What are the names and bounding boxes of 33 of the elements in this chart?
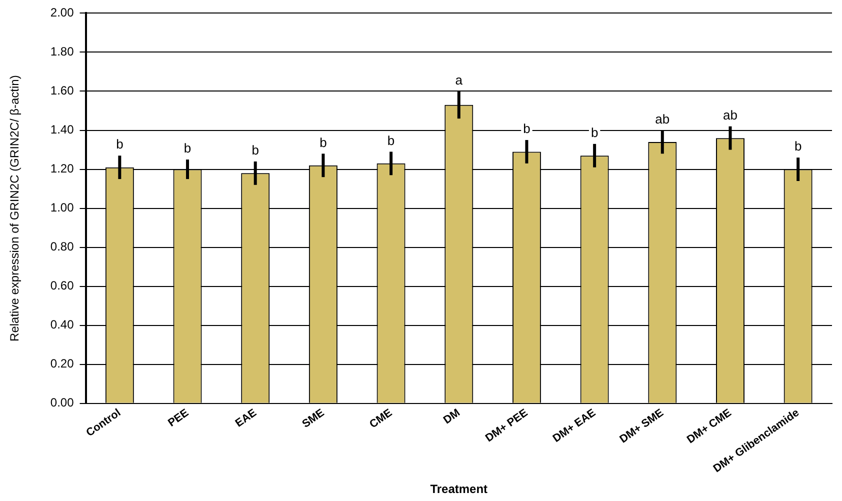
x-tick-label: DM+ EAE — [550, 406, 598, 445]
annotation: ab — [723, 107, 738, 122]
x-tick-label: CME — [368, 406, 394, 431]
x-tick-label: PEE — [166, 406, 191, 430]
y-tick-label: 1.40 — [50, 122, 74, 137]
y-tick-label: 1.60 — [50, 84, 74, 98]
annotation: b — [387, 132, 395, 148]
x-tick-label: DM — [441, 406, 462, 427]
x-axis-title: Treatment — [430, 482, 488, 496]
y-axis-title: Relative expression of GRIN2C (GRIN2C/ β-actin) — [8, 75, 22, 342]
annotation: b — [794, 138, 802, 154]
x-tick-label: EAE — [233, 406, 259, 430]
x-tick-label: DM+ CME — [685, 406, 734, 446]
y-tick-label: 1.80 — [50, 44, 74, 59]
x-tick-label: DM+ SME — [618, 406, 666, 446]
y-tick-label: 0.40 — [50, 318, 74, 332]
x-tick-label: SME — [300, 406, 327, 430]
y-tick-label: 0.60 — [50, 278, 74, 293]
annotation: b — [523, 121, 530, 136]
y-tick-label: 1.20 — [50, 162, 74, 176]
y-tick-label: 0.80 — [50, 240, 74, 254]
annotation: a — [455, 72, 464, 88]
y-tick-label: 0.00 — [50, 396, 74, 410]
x-tick-label: DM+ PEE — [483, 406, 530, 445]
annotation: b — [252, 142, 259, 158]
y-tick-label: 2.00 — [50, 6, 74, 20]
y-tick-label: 0.20 — [50, 356, 74, 371]
annotation: b — [320, 134, 327, 150]
y-tick-label: 1.00 — [50, 200, 74, 215]
annotation: b — [184, 140, 192, 156]
annotation: b — [590, 125, 598, 140]
annotation: ab — [655, 111, 670, 126]
annotation: b — [116, 136, 124, 152]
